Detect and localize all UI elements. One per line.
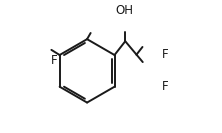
- Text: F: F: [162, 48, 169, 61]
- Text: F: F: [51, 54, 57, 67]
- Text: OH: OH: [115, 4, 133, 16]
- Text: F: F: [162, 80, 169, 93]
